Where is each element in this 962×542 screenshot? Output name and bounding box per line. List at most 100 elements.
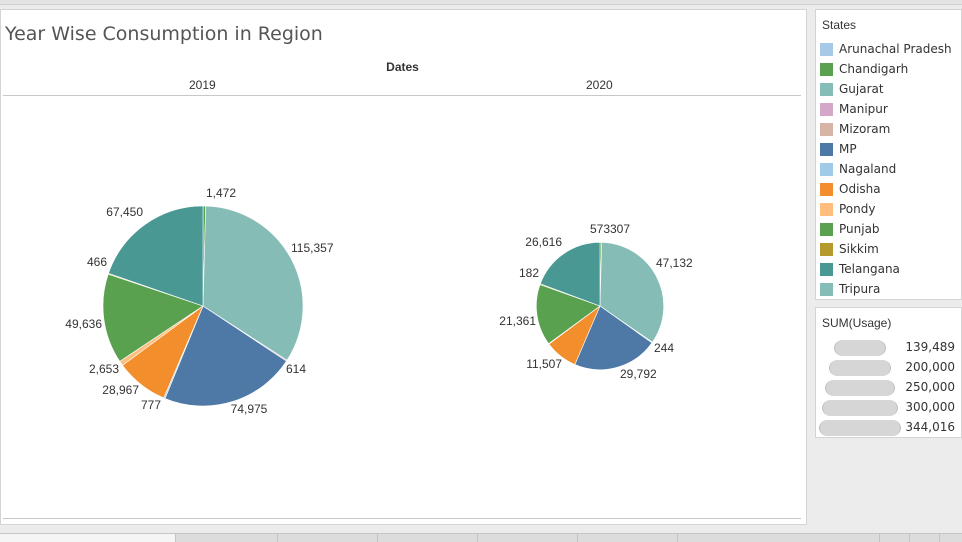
data-label: 74,975 <box>231 402 268 416</box>
legend-label: Punjab <box>839 222 880 236</box>
legend-label: Chandigarh <box>839 62 909 76</box>
column-header-2019: 2019 <box>189 78 216 92</box>
legend-label: Mizoram <box>839 122 891 136</box>
legend-item[interactable]: Tripura <box>820 281 960 299</box>
legend-label: MP <box>839 142 857 156</box>
sheet-tab[interactable] <box>278 534 378 542</box>
legend-item[interactable]: Gujarat <box>820 81 960 99</box>
sheet-tab-bar <box>0 533 962 542</box>
size-legend-mark <box>833 340 887 356</box>
sheet-tab[interactable] <box>176 534 278 542</box>
sheet-tab[interactable] <box>910 534 940 542</box>
bottom-divider <box>3 518 801 519</box>
data-label: 67,450 <box>106 205 143 219</box>
header-divider <box>3 95 801 96</box>
size-legend-item: 300,000 <box>816 398 961 418</box>
legend-swatch <box>820 143 833 156</box>
data-label: 21,361 <box>499 314 536 328</box>
data-label: 1,472 <box>206 186 236 200</box>
size-legend-item: 200,000 <box>816 358 961 378</box>
chart-panel: Year Wise Consumption in Region Dates 20… <box>0 9 807 525</box>
legend-label: Odisha <box>839 182 881 196</box>
data-label: 26,616 <box>525 235 562 249</box>
legend-item[interactable]: Pondy <box>820 201 960 219</box>
legend-item[interactable]: Punjab <box>820 221 960 239</box>
legend-label: Nagaland <box>839 162 897 176</box>
legend-swatch <box>820 123 833 136</box>
size-legend-item: 250,000 <box>816 378 961 398</box>
legend-label: Gujarat <box>839 82 884 96</box>
data-label: 244 <box>654 341 674 355</box>
legend-label: Sikkim <box>839 242 879 256</box>
pie-slice-gujarat[interactable] <box>599 242 664 343</box>
legend-swatch <box>820 263 833 276</box>
size-legend-item: 344,016 <box>816 418 961 437</box>
legend-swatch <box>820 203 833 216</box>
legend-label: Telangana <box>839 262 900 276</box>
sheet-tab[interactable] <box>880 534 910 542</box>
size-legend-mark <box>828 360 892 376</box>
sheet-tab[interactable] <box>378 534 478 542</box>
data-label: 11,507 <box>526 357 562 371</box>
data-label: 29,792 <box>620 367 657 381</box>
legend-label: Pondy <box>839 202 876 216</box>
legend-swatch <box>820 63 833 76</box>
data-label: 466 <box>87 255 107 269</box>
legend-label: Arunachal Pradesh <box>839 42 952 56</box>
legend-item[interactable]: Telangana <box>820 261 960 279</box>
legend-swatch <box>820 163 833 176</box>
size-legend-value: 250,000 <box>905 380 955 394</box>
legend-item[interactable]: MP <box>820 141 960 159</box>
size-legend-mark <box>825 380 895 396</box>
data-label: 573 <box>590 222 610 236</box>
data-label: 2,653 <box>89 362 119 376</box>
pie-slice-gujarat[interactable] <box>202 205 304 361</box>
legend-item[interactable]: Arunachal Pradesh <box>820 41 960 59</box>
legend-swatch <box>820 43 833 56</box>
data-label: 777 <box>141 398 161 412</box>
data-label: 614 <box>286 362 306 376</box>
legend-item[interactable]: Mizoram <box>820 121 960 139</box>
pie-slice-punjab[interactable] <box>536 284 601 345</box>
pie-slice-telangana[interactable] <box>539 242 601 307</box>
sheet-tab[interactable] <box>478 534 578 542</box>
legend-item[interactable]: Sikkim <box>820 241 960 259</box>
top-toolbar-strip <box>0 0 962 5</box>
columns-header: Dates <box>386 60 419 74</box>
data-label: 182 <box>519 266 539 280</box>
chart-title: Year Wise Consumption in Region <box>5 23 323 45</box>
legend-swatch <box>820 283 833 296</box>
sheet-tab[interactable] <box>678 534 880 542</box>
legend-label: Manipur <box>839 102 888 116</box>
data-label: 115,357 <box>291 241 334 255</box>
sheet-tab-active[interactable] <box>0 534 176 542</box>
column-header-2020: 2020 <box>586 78 613 92</box>
legend-item[interactable]: Chandigarh <box>820 61 960 79</box>
size-legend-title: SUM(Usage) <box>822 316 892 330</box>
size-legend-item: 139,489 <box>816 338 961 358</box>
data-label: 49,636 <box>65 317 102 331</box>
legend-item[interactable]: Nagaland <box>820 161 960 179</box>
legend-swatch <box>820 183 833 196</box>
size-legend-mark <box>819 420 901 436</box>
sheet-tab[interactable] <box>578 534 678 542</box>
size-legend: SUM(Usage) 139,489 200,000 250,000 300,000 3… <box>815 307 962 438</box>
legend-swatch <box>820 83 833 96</box>
legend-label: Tripura <box>839 282 881 296</box>
legend-item[interactable]: Manipur <box>820 101 960 119</box>
legend-item[interactable]: Odisha <box>820 181 960 199</box>
data-label: 28,967 <box>102 383 139 397</box>
pie-slice-mp[interactable] <box>574 305 653 370</box>
pie-slice-mp[interactable] <box>164 305 287 407</box>
legend-swatch <box>820 223 833 236</box>
legend-swatch <box>820 243 833 256</box>
size-legend-value: 200,000 <box>905 360 955 374</box>
size-legend-mark <box>821 400 899 416</box>
pie-slice-punjab[interactable] <box>102 273 204 362</box>
size-legend-value: 300,000 <box>905 400 955 414</box>
pie-slice-telangana[interactable] <box>108 205 204 307</box>
data-label: 47,132 <box>656 256 693 270</box>
size-legend-value: 139,489 <box>905 340 955 354</box>
legend-title: States <box>822 18 857 32</box>
